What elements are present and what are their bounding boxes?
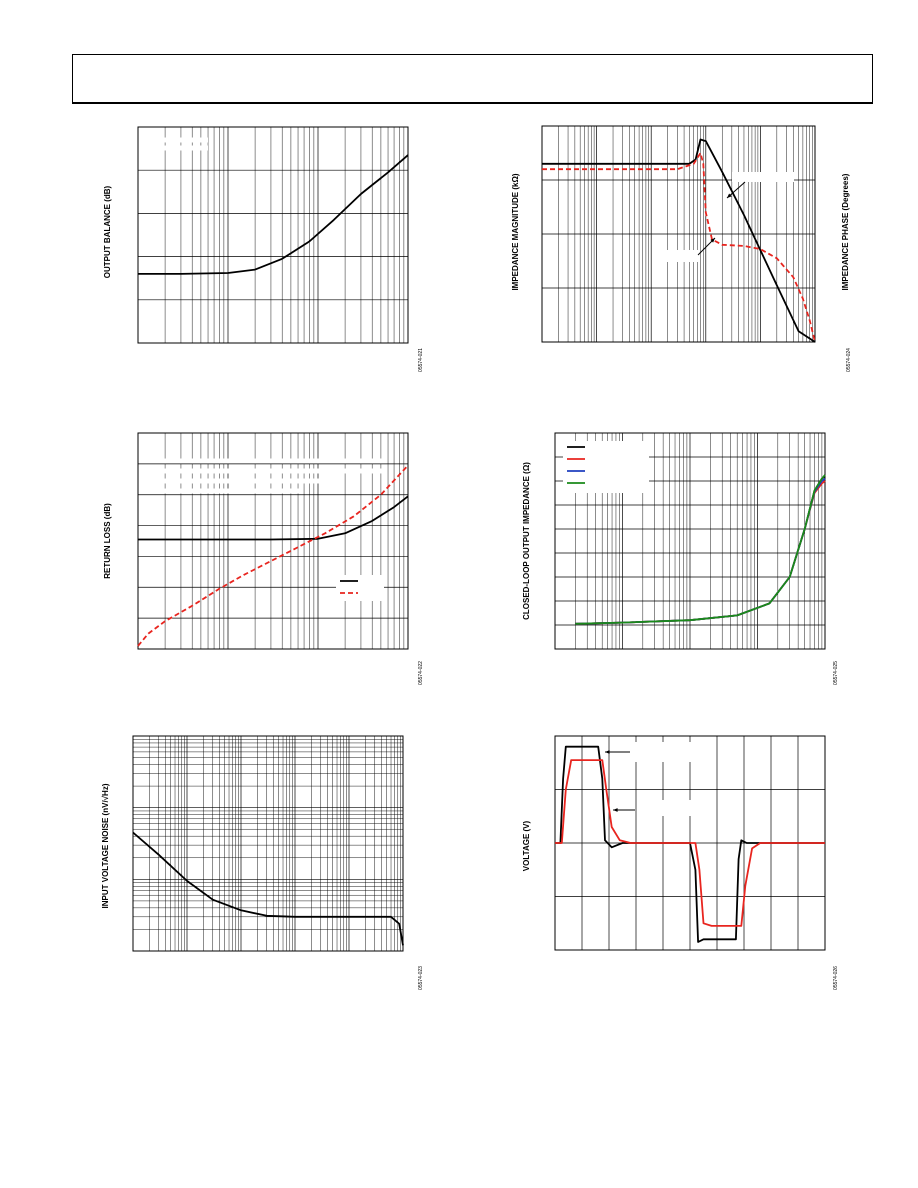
legend [336, 575, 384, 601]
chart-svg: IMPEDANCE MAGNITUDE (kΩ) IMPEDANCE PHASE … [511, 125, 852, 372]
callout-box-0 [633, 742, 693, 762]
y-axis-label: RETURN LOSS (dB) [103, 503, 112, 579]
series-line-0 [132, 831, 404, 946]
series-line-1 [542, 152, 816, 343]
plot-frame [541, 125, 816, 343]
y-axis-label: OUTPUT BALANCE (dB) [103, 185, 112, 278]
legend-box [336, 575, 384, 601]
figure-code: 05574-026 [833, 966, 839, 990]
grid [137, 432, 408, 650]
callout-box-1 [660, 250, 698, 262]
impedance-magnitude-phase-chart: IMPEDANCE MAGNITUDE (kΩ) IMPEDANCE PHASE … [505, 120, 860, 380]
plot-frame [137, 432, 409, 650]
y-axis-label: VOLTAGE (V) [522, 820, 531, 871]
y-axis-label: IMPEDANCE MAGNITUDE (kΩ) [511, 173, 520, 290]
plot-frame [554, 432, 826, 650]
series-line-0 [575, 475, 826, 625]
voltage-transient-chart: VOLTAGE (V) 05574-026 [515, 730, 855, 995]
figure-code: 05574-023 [418, 966, 424, 990]
closed-loop-output-impedance-chart: CLOSED-LOOP OUTPUT IMPEDANCE (Ω) 05574-02… [515, 425, 855, 690]
legend-box [563, 441, 649, 493]
callout-arrowhead-0 [605, 750, 610, 754]
y-axis-label: INPUT VOLTAGE NOISE (nV/√Hz) [101, 783, 110, 908]
chart-svg: OUTPUT BALANCE (dB) 05574-021 [103, 126, 424, 372]
y2-axis-label: IMPEDANCE PHASE (Degrees) [841, 173, 850, 290]
series-line-1 [555, 759, 825, 927]
output-balance-chart: OUTPUT BALANCE (dB) 05574-021 [100, 120, 430, 380]
callout-arrowhead-1 [613, 808, 618, 812]
chart-svg: CLOSED-LOOP OUTPUT IMPEDANCE (Ω) 05574-02… [522, 432, 839, 685]
callout-arrowhead-1 [710, 238, 715, 243]
series-line-1 [137, 464, 409, 647]
series-line-2 [575, 477, 826, 625]
figure-code: 05574-024 [846, 348, 852, 372]
series-line-1 [575, 480, 826, 625]
callout-box-0 [732, 172, 794, 182]
grid [132, 736, 403, 952]
series-line-3 [575, 474, 826, 625]
series-line-0 [138, 154, 409, 275]
plot-frame [137, 126, 409, 344]
figure-code: 05574-025 [833, 661, 839, 685]
plot-frame [132, 735, 404, 952]
series-line-0 [138, 495, 409, 541]
input-voltage-noise-chart: INPUT VOLTAGE NOISE (nV/√Hz) 05574-023 [100, 730, 430, 995]
chart-svg: VOLTAGE (V) 05574-026 [522, 735, 839, 990]
return-loss-chart: RETURN LOSS (dB) 05574-022 [100, 425, 430, 690]
figure-code: 05574-022 [418, 661, 424, 685]
series-line-0 [542, 138, 816, 343]
grid [137, 126, 408, 344]
y-axis-label: CLOSED-LOOP OUTPUT IMPEDANCE (Ω) [522, 462, 531, 620]
figure-code: 05574-021 [418, 348, 424, 372]
chart-svg: INPUT VOLTAGE NOISE (nV/√Hz) 05574-023 [101, 735, 424, 990]
grid [541, 125, 815, 343]
callout-box-1 [637, 800, 695, 816]
page-header-frame [72, 54, 873, 104]
callout-arrowhead-0 [727, 193, 732, 198]
chart-svg: RETURN LOSS (dB) 05574-022 [103, 432, 424, 685]
legend [563, 441, 649, 493]
